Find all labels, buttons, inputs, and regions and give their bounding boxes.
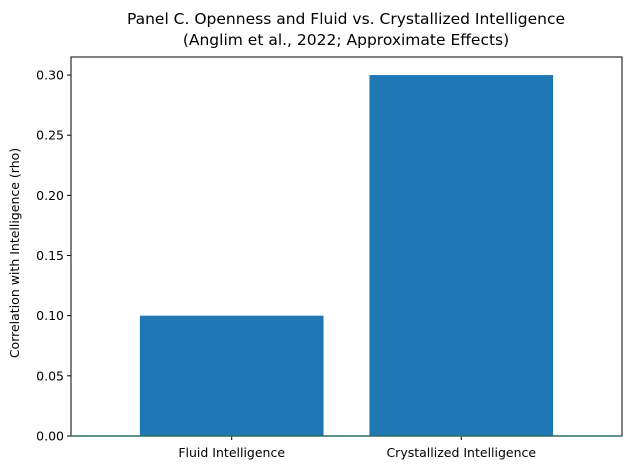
- chart-subtitle: (Anglim et al., 2022; Approximate Effect…: [183, 31, 509, 49]
- y-tick-label: 0.10: [36, 308, 64, 323]
- y-ticks-layer: 0.00 0.05 0.10 0.15 0.20 0.25 0.30: [36, 68, 71, 444]
- chart-title: Panel C. Openness and Fluid vs. Crystall…: [127, 10, 565, 28]
- y-tick-label: 0.25: [36, 128, 64, 143]
- y-tick-label: 0.00: [36, 429, 64, 444]
- x-tick-label: Fluid Intelligence: [178, 445, 285, 460]
- bar-2: [369, 75, 554, 437]
- bars-layer: [139, 75, 554, 437]
- y-tick-label: 0.20: [36, 188, 64, 203]
- bar-1: [139, 315, 324, 436]
- x-ticks-layer: Fluid Intelligence Crystallized Intellige…: [178, 436, 536, 460]
- y-tick-label: 0.05: [36, 368, 64, 383]
- y-axis-label: Correlation with Intelligence (rho): [7, 148, 22, 358]
- x-tick-label: Crystallized Intelligence: [386, 445, 536, 460]
- y-tick-label: 0.30: [36, 68, 64, 83]
- y-tick-label: 0.15: [36, 248, 64, 263]
